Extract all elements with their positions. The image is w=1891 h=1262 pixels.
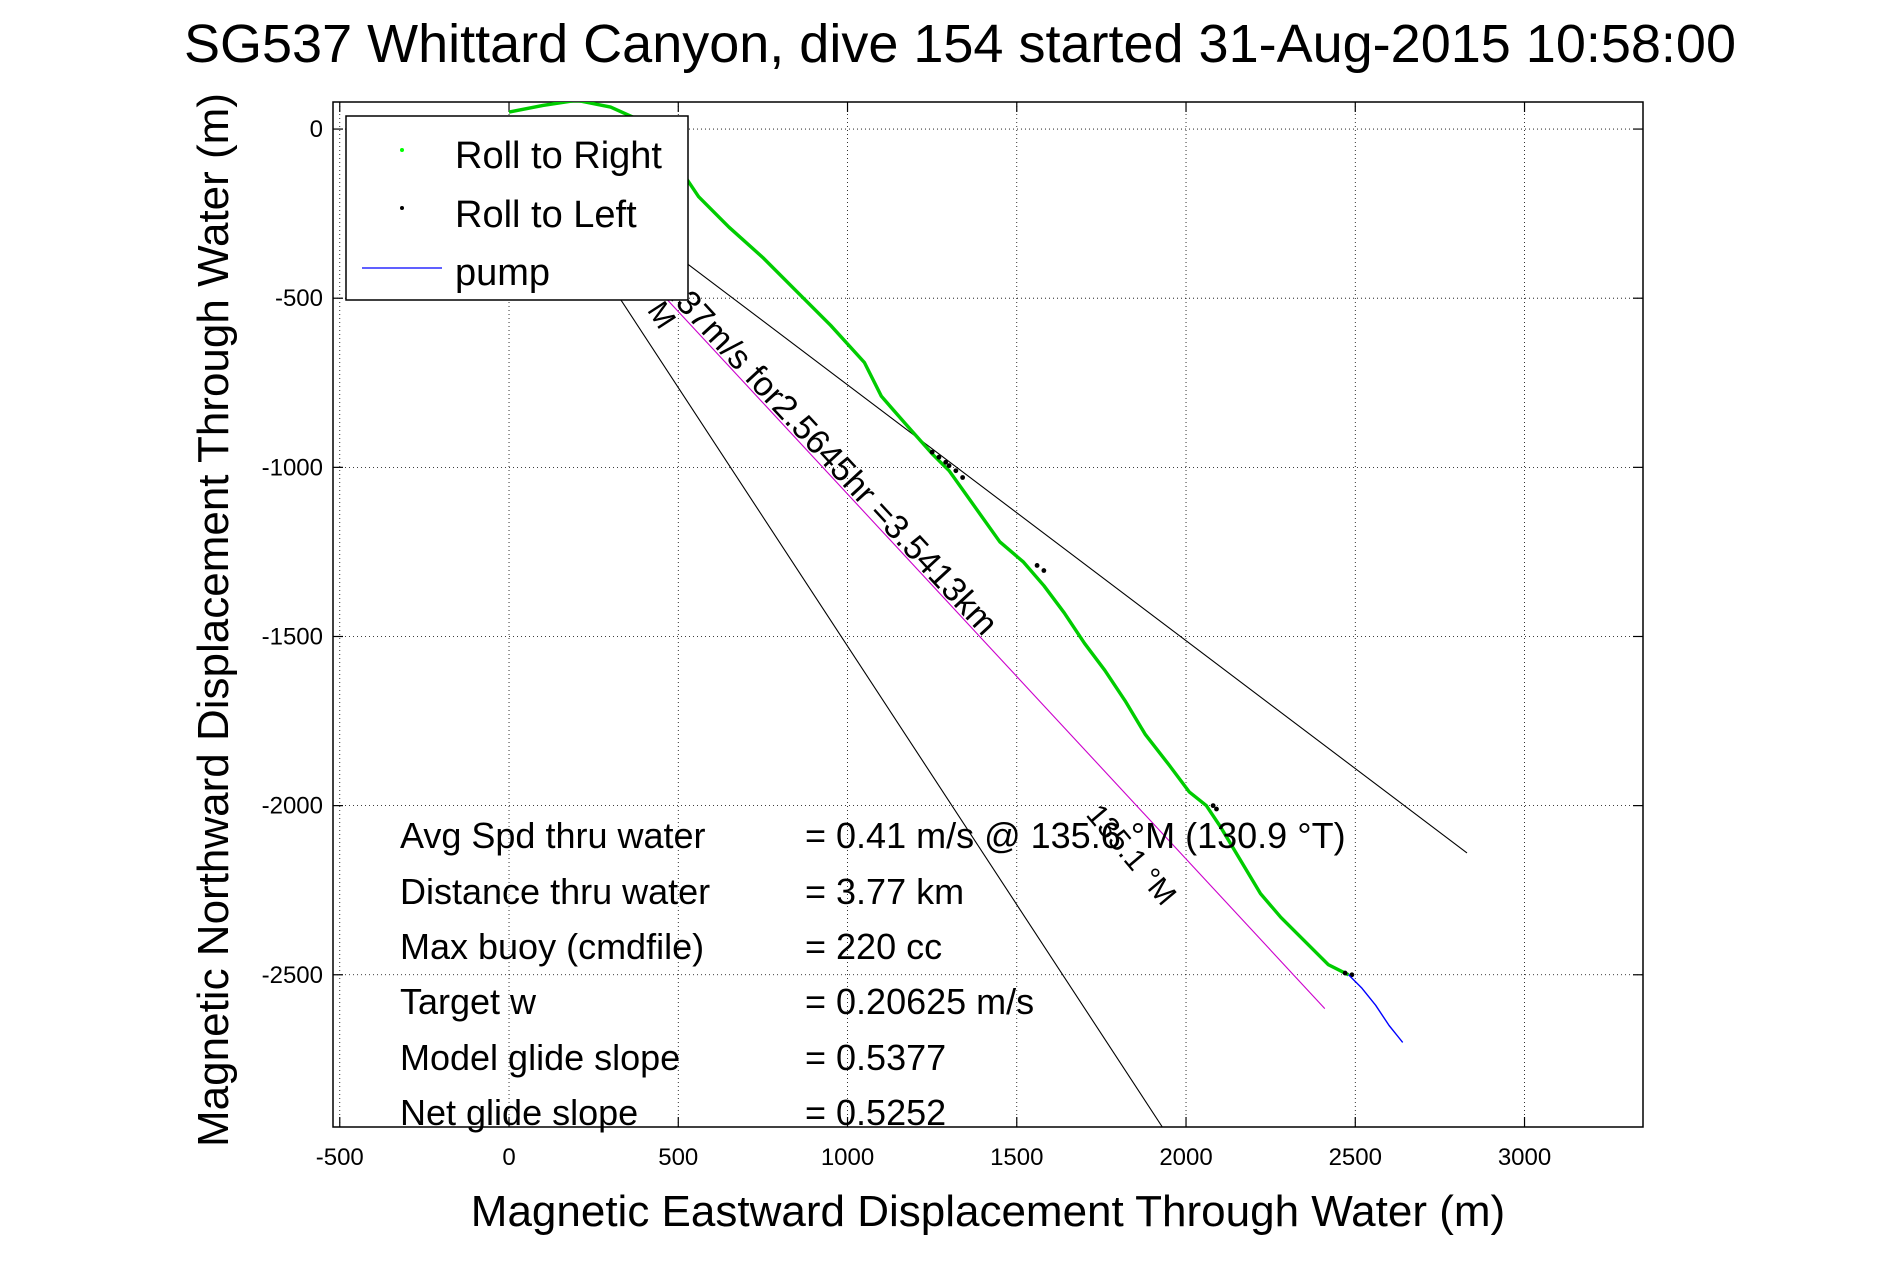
x-tick-label: 0 — [502, 1144, 515, 1171]
point-roll-left — [1342, 970, 1348, 976]
stat-value: = 0.41 m/s @ 135.6 °M (130.9 °T) — [805, 815, 1346, 856]
y-tick-label: -500 — [275, 285, 323, 312]
y-tick-label: -2000 — [262, 793, 323, 820]
y-tick-label: -1500 — [262, 623, 323, 650]
stat-value: = 0.5252 — [805, 1092, 946, 1133]
stat-value: = 0.5377 — [805, 1037, 946, 1078]
stat-label: Net glide slope — [400, 1092, 638, 1133]
legend-label-roll-left: Roll to Left — [455, 194, 637, 236]
chart-title: SG537 Whittard Canyon, dive 154 started … — [184, 14, 1736, 74]
x-axis-label: Magnetic Eastward Displacement Through W… — [471, 1187, 1505, 1236]
stat-label: Model glide slope — [400, 1037, 680, 1078]
stat-value: = 220 cc — [805, 926, 942, 967]
point-roll-left — [1349, 972, 1355, 978]
y-tick-label: -2500 — [262, 962, 323, 989]
x-tick-label: 2500 — [1329, 1144, 1382, 1171]
legend: Roll to Right Roll to Left pump — [345, 115, 689, 301]
point-roll-left — [1041, 568, 1047, 573]
x-tick-label: 3000 — [1498, 1144, 1551, 1171]
legend-marker-roll-left — [400, 206, 404, 210]
x-axis-ticks: -500 0 500 1000 1500 2000 2500 3000 — [316, 102, 1551, 1171]
point-roll-left — [946, 463, 952, 469]
x-tick-label: 500 — [658, 1144, 698, 1171]
series-roll-to-left — [929, 449, 1355, 978]
point-roll-left — [953, 468, 959, 474]
x-tick-label: 1000 — [821, 1144, 874, 1171]
stat-label: Distance thru water — [400, 871, 710, 912]
y-axis-label: Magnetic Northward Displacement Through … — [189, 93, 238, 1147]
legend-label-pump: pump — [455, 252, 550, 294]
point-roll-left — [943, 459, 949, 465]
point-roll-left — [1210, 803, 1216, 809]
legend-label-roll-right: Roll to Right — [455, 135, 662, 177]
series-pump — [1348, 974, 1404, 1043]
stat-label: Max buoy (cmdfile) — [400, 926, 704, 967]
stat-value: = 3.77 km — [805, 871, 964, 912]
stats-block: Avg Spd thru water = 0.41 m/s @ 135.6 °M … — [400, 815, 1346, 1133]
y-tick-label: -1000 — [262, 454, 323, 481]
y-axis-ticks: 0 -500 -1000 -1500 -2000 -2500 — [262, 116, 1643, 989]
x-tick-label: 1500 — [990, 1144, 1043, 1171]
grid — [333, 102, 1643, 1127]
x-tick-label: -500 — [316, 1144, 364, 1171]
x-tick-label: 2000 — [1159, 1144, 1212, 1171]
y-tick-label: 0 — [310, 116, 323, 143]
point-roll-left — [960, 475, 966, 480]
point-roll-left — [936, 454, 942, 460]
stat-label: Target w — [400, 981, 537, 1022]
legend-marker-roll-right — [400, 148, 404, 152]
point-roll-left — [1214, 806, 1219, 812]
point-roll-left — [1034, 563, 1040, 568]
stat-value: = 0.20625 m/s — [805, 981, 1034, 1022]
stat-label: Avg Spd thru water — [400, 815, 706, 856]
point-roll-left — [929, 449, 935, 455]
